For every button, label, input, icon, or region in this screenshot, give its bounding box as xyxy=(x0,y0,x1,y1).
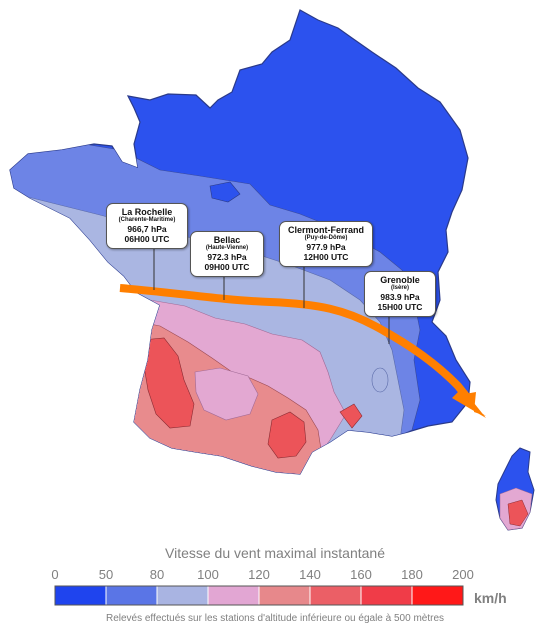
callout-dept: (Isère) xyxy=(390,285,409,292)
wind-zone-pink-island xyxy=(194,367,259,421)
callout-clermont-ferrand: Clermont-Ferrand (Puy-de-Dôme) 977.9 hPa… xyxy=(279,221,373,267)
callout-bellac: Bellac (Haute-Vienne) 972.3 hPa 09H00 UT… xyxy=(190,231,264,277)
callout-city: Clermont-Ferrand xyxy=(287,225,364,235)
legend-tick-label: 100 xyxy=(197,567,219,582)
callout-time: 15H00 UTC xyxy=(377,302,423,312)
legend-note: Relevés effectués sur les stations d'alt… xyxy=(105,613,445,624)
callout-la-rochelle: La Rochelle (Charente-Maritime) 966,7 hP… xyxy=(106,203,188,249)
callout-dept: (Haute-Vienne) xyxy=(205,245,249,252)
legend-unit: km/h xyxy=(474,590,507,606)
storm-track xyxy=(119,284,470,399)
callout-dept: (Puy-de-Dôme) xyxy=(304,235,348,242)
callout-city: La Rochelle xyxy=(121,207,173,217)
corsica-zone-red xyxy=(507,499,529,527)
callout-pressure: 977.9 hPa xyxy=(306,242,346,253)
callout-pressure: 983.9 hPa xyxy=(380,292,420,303)
callout-pressure: 966,7 hPa xyxy=(127,224,167,235)
legend-tick-label: 50 xyxy=(98,567,114,582)
legend-swatch xyxy=(207,585,260,606)
callout-grenoble: Grenoble (Isère) 983.9 hPa 15H00 UTC xyxy=(364,271,436,317)
wind-zone-140-160-small xyxy=(339,403,363,429)
legend-swatch xyxy=(258,585,311,606)
legend-frame xyxy=(54,585,464,606)
legend-tick-label: 0 xyxy=(51,567,59,582)
callout-time: 12H00 UTC xyxy=(303,252,349,262)
legend-swatch xyxy=(105,585,158,606)
legend-swatch xyxy=(360,585,413,606)
legend-swatch xyxy=(156,585,209,606)
legend-swatch xyxy=(309,585,362,606)
callout-pressure: 972.3 hPa xyxy=(207,252,247,263)
legend-tick-label: 140 xyxy=(299,567,321,582)
storm-track-arrow-tip xyxy=(452,388,486,418)
wind-zone-140-160-pyrenees xyxy=(267,411,307,459)
callout-time: 09H00 UTC xyxy=(204,262,250,272)
dark-blue-spot xyxy=(209,181,241,203)
wind-zone-alps-spot xyxy=(371,367,389,393)
legend-tick-label: 160 xyxy=(350,567,372,582)
callout-time: 06H00 UTC xyxy=(124,234,170,244)
callout-dept: (Charente-Maritime) xyxy=(118,217,176,224)
legend-swatch xyxy=(411,585,464,606)
legend-tick-label: 120 xyxy=(248,567,270,582)
legend-title: Vitesse du vent maximal instantané xyxy=(165,545,385,561)
legend-tick-label: 200 xyxy=(452,567,474,582)
corsica xyxy=(495,447,535,531)
callout-city: Bellac xyxy=(213,235,241,245)
legend-tick-label: 80 xyxy=(149,567,165,582)
legend-colorbar xyxy=(54,585,464,606)
legend-swatch xyxy=(54,585,107,606)
legend-tick-label: 180 xyxy=(401,567,423,582)
wind-zone-140-160-landes xyxy=(141,337,195,429)
callout-city: Grenoble xyxy=(380,275,420,285)
